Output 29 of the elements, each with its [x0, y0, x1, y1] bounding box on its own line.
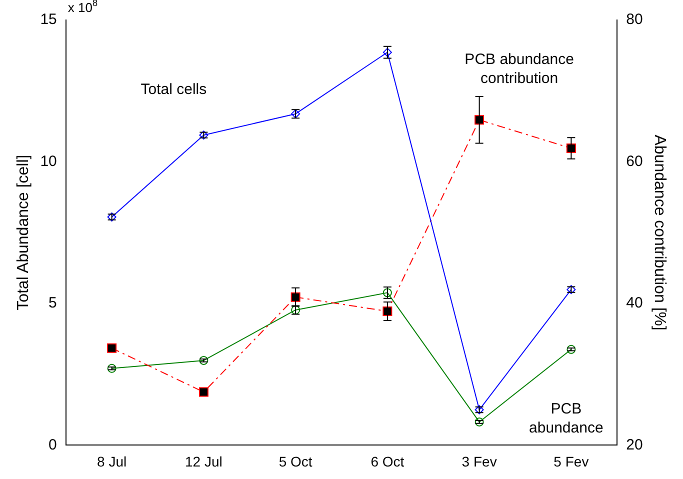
point: [566, 144, 576, 154]
point: [474, 115, 484, 125]
point: [107, 343, 117, 353]
point: [474, 417, 484, 426]
y2-tick-label: 80: [626, 11, 643, 28]
x-tick-label: 12 Jul: [185, 453, 222, 470]
x-tick-label: 5 Fev: [554, 453, 589, 470]
text: PCB abundance contribution: [464, 51, 574, 88]
point: [199, 356, 208, 365]
y2-tick-label: 40: [626, 294, 643, 312]
text: Total cells: [140, 81, 207, 98]
x-tick-label: 5 Oct: [278, 453, 312, 470]
y-tick-label: 10: [40, 152, 57, 170]
point: [382, 306, 392, 316]
y-tick-label: 15: [40, 11, 57, 28]
point: [290, 292, 300, 302]
y-tick-label: 5: [48, 294, 57, 312]
y-tick-label: 0: [48, 436, 57, 454]
point: [566, 344, 576, 354]
y2-tick-label: 60: [626, 152, 643, 170]
y-axis-title: Total Abundance [cell]: [15, 154, 32, 310]
point: [198, 387, 208, 397]
point: [107, 364, 116, 373]
x-tick-label: 8 Jul: [97, 453, 127, 470]
x-tick-label: 6 Oct: [370, 453, 404, 470]
y2-tick-label: 20: [626, 436, 643, 454]
x-tick-label: 3 Fev: [462, 453, 497, 470]
y2-axis-title: Abundance contribution [%]: [650, 134, 668, 330]
series-label: PCB abundance: [529, 400, 604, 437]
